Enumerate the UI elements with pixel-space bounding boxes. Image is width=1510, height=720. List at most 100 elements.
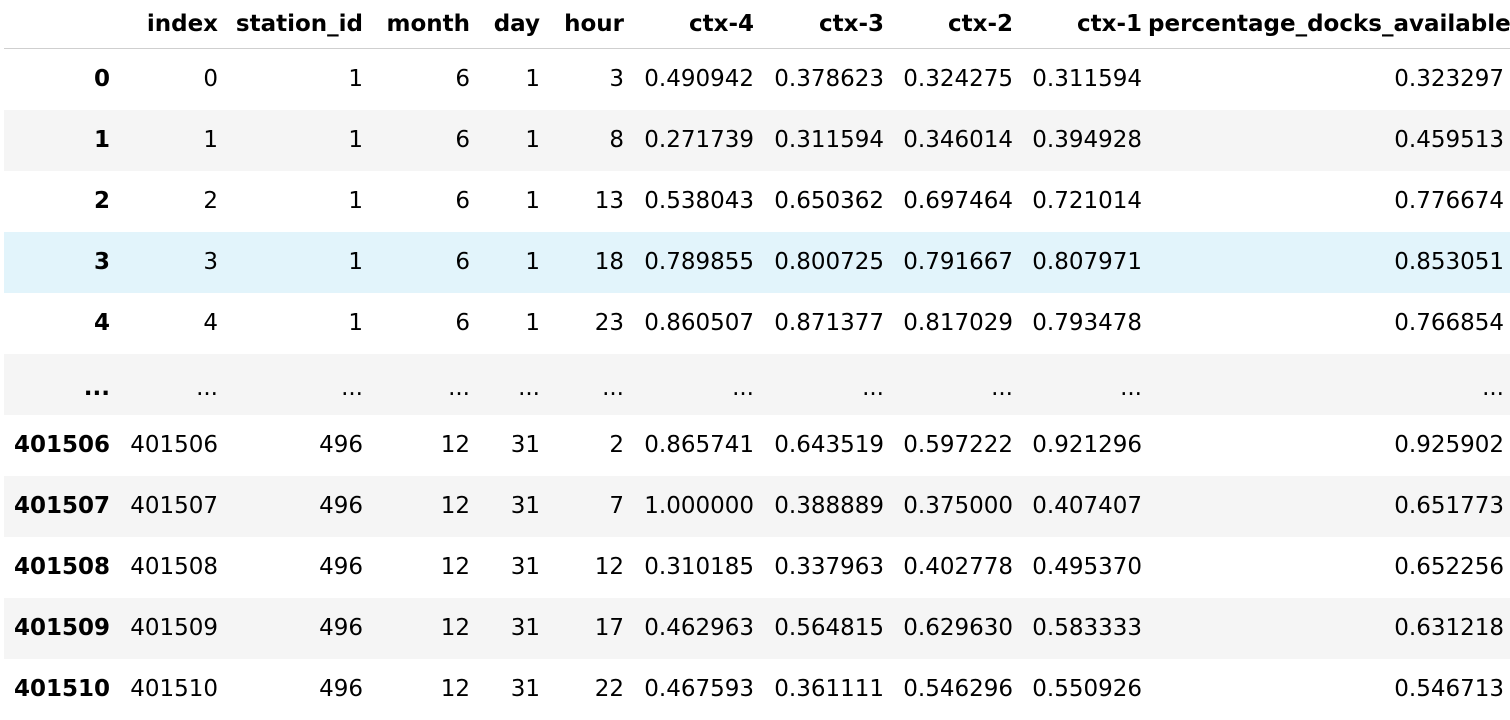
table-cell: 2 <box>203 188 218 214</box>
column-header: index <box>116 0 224 49</box>
table-cell: 1 <box>348 310 363 336</box>
row-index: 401507 <box>13 493 110 519</box>
table-cell: 0.921296 <box>1032 432 1142 458</box>
row-index: 4 <box>93 310 110 336</box>
table-cell: 0.652256 <box>1394 554 1504 580</box>
table-cell: 1 <box>525 188 540 214</box>
table-row: 2 2 1 6 1 13 0.538043 0.650362 0.697464 0.721014 0… <box>4 170 1510 232</box>
table-row: 401507 401507 496 12 31 7 1.000000 0.388889 0.37… <box>4 475 1510 537</box>
table-cell: 13 <box>594 188 624 214</box>
table-cell: ... <box>518 375 540 401</box>
column-header: day <box>476 0 546 49</box>
row-index: 401510 <box>13 676 110 702</box>
table-cell: 0.550926 <box>1032 676 1142 702</box>
table-cell: 1 <box>525 127 540 153</box>
table-cell: 0.311594 <box>1032 66 1142 93</box>
table-cell: 31 <box>510 554 540 580</box>
table-row: 4 4 1 6 1 23 0.860507 0.871377 0.817029 0.793478 0… <box>4 292 1510 354</box>
row-index: 3 <box>93 249 110 275</box>
table-cell: 18 <box>594 249 624 275</box>
table-cell: ... <box>991 375 1013 401</box>
table-cell: 6 <box>455 66 470 93</box>
table-cell: 2 <box>609 432 624 458</box>
table-cell: 0.490942 <box>644 66 754 93</box>
table-cell: 1 <box>525 66 540 93</box>
table-cell: 6 <box>455 249 470 275</box>
table-cell: 1 <box>348 66 363 93</box>
table-cell: 6 <box>455 127 470 153</box>
table-cell: 0.402778 <box>903 554 1013 580</box>
table-cell: 0.378623 <box>774 66 884 93</box>
table-cell: 0.793478 <box>1032 310 1142 336</box>
column-header: percentage_docks_available <box>1148 0 1510 49</box>
row-index: 401509 <box>13 615 110 641</box>
table-cell: 12 <box>440 493 470 519</box>
table-cell: 0.346014 <box>903 127 1013 153</box>
table-cell: 0.324275 <box>903 66 1013 93</box>
row-index: 2 <box>93 188 110 214</box>
table-cell: 0.925902 <box>1394 432 1504 458</box>
table-row: 1 1 1 6 1 8 0.271739 0.311594 0.346014 0.394928 0.… <box>4 109 1510 171</box>
table-cell: 0.361111 <box>774 676 884 702</box>
table-cell: 0.546296 <box>903 676 1013 702</box>
table-cell: 12 <box>440 676 470 702</box>
table-cell: 0.697464 <box>903 188 1013 214</box>
row-index: 0 <box>93 66 110 93</box>
table-cell: ... <box>1120 375 1142 401</box>
table-cell: 0.467593 <box>644 676 754 702</box>
table-cell: 0.817029 <box>903 310 1013 336</box>
table-row: 401508 401508 496 12 31 12 0.310185 0.337963 0.4… <box>4 536 1510 598</box>
table-cell: 496 <box>319 554 363 580</box>
table-cell: 496 <box>319 432 363 458</box>
table-cell: 401508 <box>130 554 218 580</box>
dataframe-table: index station_id month day hour ctx-4 ct… <box>4 0 1510 720</box>
table-cell: 0.310185 <box>644 554 754 580</box>
table-cell: 23 <box>594 310 624 336</box>
table-cell: 1 <box>203 127 218 153</box>
ellipsis-row: ................................. <box>4 353 1510 415</box>
table-cell: 401507 <box>130 493 218 519</box>
table-cell: 0.766854 <box>1394 310 1504 336</box>
table-cell: 0.311594 <box>774 127 884 153</box>
table-cell: ... <box>196 375 218 401</box>
row-index: 401508 <box>13 554 110 580</box>
table-cell: 31 <box>510 432 540 458</box>
table-cell: 12 <box>440 615 470 641</box>
table-body: 0 0 1 6 1 3 0.490942 0.378623 0.324275 0.311594 0.… <box>4 48 1510 720</box>
table-cell: 0.564815 <box>774 615 884 641</box>
table-cell: 0.629630 <box>903 615 1013 641</box>
table-cell: 0.721014 <box>1032 188 1142 214</box>
table-cell: 0.807971 <box>1032 249 1142 275</box>
table-cell: 0.407407 <box>1032 493 1142 519</box>
table-cell: 0.650362 <box>774 188 884 214</box>
table-cell: ... <box>602 375 624 401</box>
table-cell: 1 <box>348 249 363 275</box>
table-cell: ... <box>341 375 363 401</box>
table-cell: 3 <box>609 66 624 93</box>
table-cell: 31 <box>510 615 540 641</box>
table-cell: 0.791667 <box>903 249 1013 275</box>
dataframe-output: index station_id month day hour ctx-4 ct… <box>4 0 1510 720</box>
table-cell: 0.583333 <box>1032 615 1142 641</box>
table-cell: 0.462963 <box>644 615 754 641</box>
table-row: 401506 401506 496 12 31 2 0.865741 0.643519 0.59… <box>4 414 1510 476</box>
table-cell: 0.871377 <box>774 310 884 336</box>
table-cell: 0 <box>203 66 218 93</box>
table-cell: ... <box>732 375 754 401</box>
index-header-blank <box>4 0 116 49</box>
table-cell: 1 <box>525 310 540 336</box>
column-header: month <box>369 0 476 49</box>
table-cell: 0.271739 <box>644 127 754 153</box>
column-header: ctx-1 <box>1019 0 1148 49</box>
table-cell: 0.546713 <box>1394 676 1504 702</box>
table-cell: 401509 <box>130 615 218 641</box>
table-cell: 496 <box>319 615 363 641</box>
table-cell: 0.394928 <box>1032 127 1142 153</box>
table-cell: 12 <box>594 554 624 580</box>
table-cell: 7 <box>609 493 624 519</box>
table-row: 3 3 1 6 1 18 0.789855 0.800725 0.791667 0.807971 0… <box>4 231 1510 293</box>
column-header: ctx-3 <box>760 0 890 49</box>
table-cell: 0.631218 <box>1394 615 1504 641</box>
row-index: 1 <box>93 127 110 153</box>
table-cell: 31 <box>510 493 540 519</box>
